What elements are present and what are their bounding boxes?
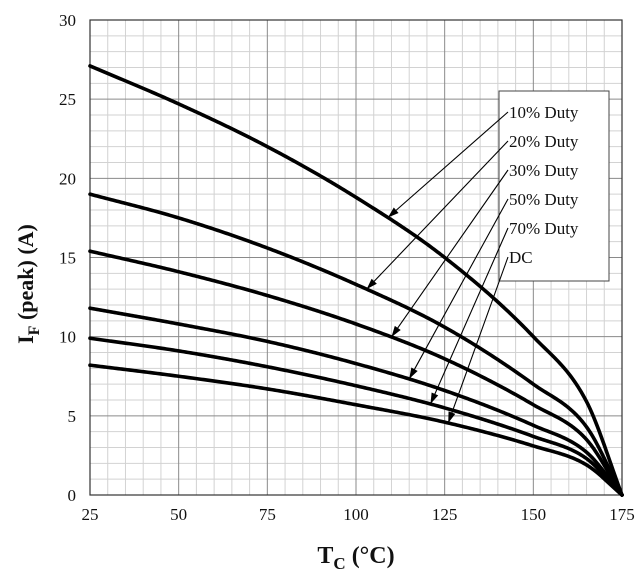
x-axis-title-rest: (°C) [346, 543, 395, 569]
series-line-0 [88, 64, 624, 497]
y-tick-label: 10 [59, 328, 76, 347]
legend-entry: 20% Duty [509, 132, 579, 151]
legend-entry: 70% Duty [509, 219, 579, 238]
x-tick-label: 50 [170, 505, 187, 524]
y-tick-label: 0 [68, 486, 77, 505]
legend-arrow-head [448, 411, 456, 423]
legend-arrow-head [409, 367, 418, 379]
y-axis-title-sub: F [26, 325, 43, 335]
legend-arrow-line [366, 140, 509, 290]
plot-frame [89, 19, 623, 496]
x-tick-label: 75 [259, 505, 276, 524]
legend-arrow-line [391, 169, 509, 338]
series-line-3 [88, 306, 624, 497]
legend-box [498, 90, 610, 282]
legend-arrow-head [366, 278, 377, 290]
series-line-4 [88, 336, 624, 497]
y-axis-title-rest: (peak) (A) [13, 224, 38, 325]
legend-arrows [366, 111, 509, 424]
legend-entry: 50% Duty [509, 190, 579, 209]
legend: 10% Duty 20% Duty 30% Duty 50% Duty 70% Duty… [498, 90, 610, 282]
x-tick-label: 100 [343, 505, 369, 524]
series-line-5 [88, 363, 624, 497]
x-axis-title-sub: C [333, 554, 345, 573]
legend-entry: DC [509, 248, 533, 267]
series-line-1 [88, 192, 624, 497]
y-tick-label: 25 [59, 90, 76, 109]
x-axis-title-main: T [317, 543, 333, 569]
y-tick-label: 30 [59, 11, 76, 30]
y-tick-label: 20 [59, 169, 76, 188]
legend-arrow-line [408, 198, 509, 380]
legend-arrow-head [391, 325, 401, 337]
legend-arrow-line [387, 111, 509, 218]
legend-arrow-head [387, 207, 399, 218]
y-axis-title: IF (peak) (A) [13, 224, 43, 344]
y-tick-label: 15 [59, 249, 76, 268]
legend-arrow-head [430, 392, 439, 404]
x-tick-label: 175 [609, 505, 635, 524]
y-axis-title-main: I [13, 335, 38, 344]
legend-arrow-line [429, 227, 509, 405]
x-axis-title: TC (°C) [317, 543, 394, 573]
y-tick-label: 5 [68, 407, 77, 426]
y-tick-labels: 0 5 10 15 20 25 30 [59, 11, 76, 505]
x-tick-labels: 25 50 75 100 125 150 175 [82, 505, 635, 524]
legend-entry: 10% Duty [509, 103, 579, 122]
series-line-2 [88, 249, 624, 497]
x-tick-label: 150 [521, 505, 547, 524]
x-tick-label: 125 [432, 505, 458, 524]
legend-entry: 30% Duty [509, 161, 579, 180]
series-lines [88, 64, 624, 497]
legend-arrow-line [447, 256, 509, 424]
x-tick-label: 25 [82, 505, 99, 524]
